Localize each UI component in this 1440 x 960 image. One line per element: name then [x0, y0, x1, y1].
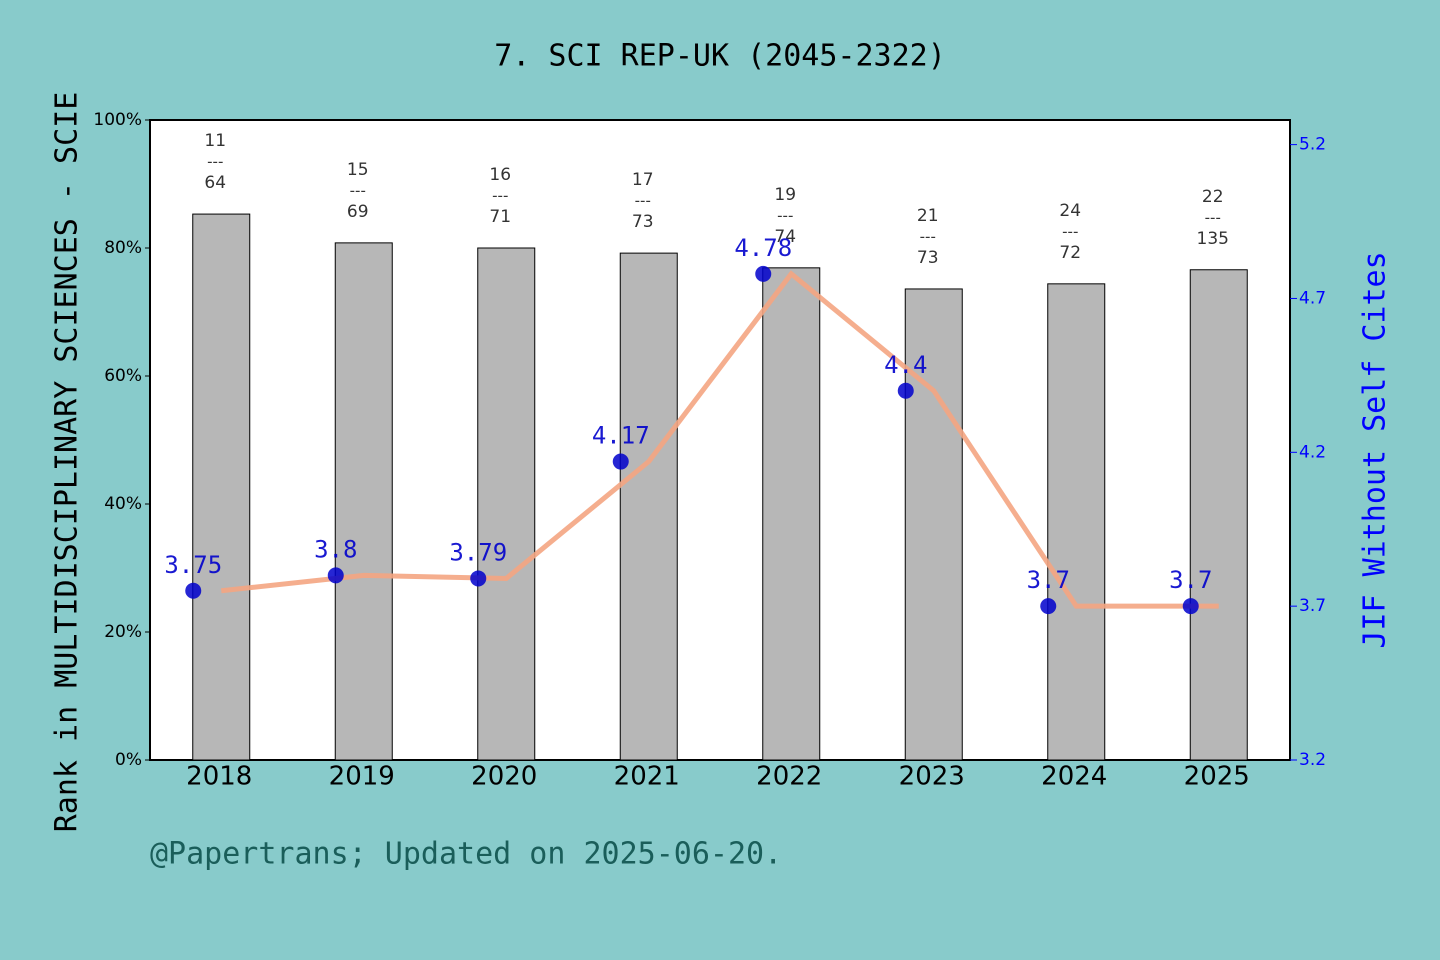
- chart-title: 7. SCI REP-UK (2045-2322): [494, 39, 946, 74]
- marker: [185, 582, 202, 599]
- value-label: 4.4: [884, 351, 927, 379]
- bar: [477, 247, 536, 761]
- footer: @Papertrans; Updated on 2025-06-20.: [150, 837, 782, 872]
- value-label: 4.17: [592, 422, 650, 450]
- rank-total: 64: [204, 173, 226, 193]
- value-label: 3.7: [1027, 566, 1070, 594]
- bar: [1047, 283, 1106, 761]
- rank-total: 73: [632, 212, 654, 232]
- y2-tick-label: 4.2: [1299, 442, 1326, 462]
- y2-tick-label: 3.2: [1299, 750, 1326, 770]
- x-tick-label: 2021: [614, 762, 680, 792]
- x-tick-label: 2024: [1041, 762, 1107, 792]
- line: [220, 270, 1219, 609]
- rank-total: 73: [917, 248, 939, 268]
- marker: [470, 570, 487, 587]
- value-label: 3.79: [449, 538, 507, 566]
- rank-label: 11: [204, 131, 226, 151]
- y2-tick-label: 3.7: [1299, 596, 1326, 616]
- x-tick-label: 2022: [756, 762, 822, 792]
- rank-label: 24: [1059, 201, 1081, 221]
- y-tick-label: 20%: [104, 622, 142, 642]
- y-axis-label: Rank in MULTIDISCIPLINARY SCIENCES - SCI…: [50, 92, 85, 833]
- marker: [327, 567, 344, 584]
- rank-separator: ---: [350, 181, 366, 199]
- marker: [897, 382, 914, 399]
- bar: [904, 288, 963, 761]
- rank-label: 21: [917, 206, 939, 226]
- rank-label: 22: [1202, 187, 1224, 207]
- y-tick-label: 40%: [104, 494, 142, 514]
- value-label: 3.75: [164, 551, 222, 579]
- marker: [1182, 598, 1199, 615]
- rank-separator: ---: [635, 192, 651, 210]
- rank-separator: ---: [920, 227, 936, 245]
- y2-tick-label: 5.2: [1299, 135, 1326, 155]
- rank-separator: ---: [492, 187, 508, 205]
- value-label: 3.7: [1169, 566, 1212, 594]
- rank-separator: ---: [1205, 208, 1221, 226]
- rank-total: 135: [1197, 229, 1229, 249]
- bar: [762, 267, 821, 761]
- plot-area: [149, 119, 1291, 761]
- rank-total: 69: [347, 202, 369, 222]
- y-tick-label: 80%: [104, 238, 142, 258]
- marker: [1040, 598, 1057, 615]
- y-tick-label: 100%: [93, 110, 142, 130]
- bar: [334, 242, 393, 761]
- rank-total: 71: [489, 207, 511, 227]
- rank-label: 16: [489, 165, 511, 185]
- y-tick-label: 60%: [104, 366, 142, 386]
- bar: [1189, 269, 1248, 761]
- rank-separator: ---: [777, 206, 793, 224]
- value-label: 3.8: [314, 535, 357, 563]
- bar: [619, 252, 678, 761]
- x-tick-label: 2019: [329, 762, 395, 792]
- marker: [612, 453, 629, 470]
- rank-total: 74: [774, 227, 796, 247]
- marker: [755, 265, 772, 282]
- y-tick-label: 0%: [115, 750, 142, 770]
- bar: [192, 213, 251, 761]
- x-tick-label: 2020: [471, 762, 537, 792]
- x-tick-label: 2018: [186, 762, 252, 792]
- y2-axis-label: JIF Without Self Cites: [1358, 251, 1393, 648]
- rank-label: 17: [632, 170, 654, 190]
- y2-tick-label: 4.7: [1299, 288, 1326, 308]
- rank-total: 72: [1059, 243, 1081, 263]
- x-tick-label: 2023: [899, 762, 965, 792]
- value-label: 4.78: [734, 234, 792, 262]
- rank-label: 15: [347, 160, 369, 180]
- rank-label: 19: [774, 185, 796, 205]
- rank-separator: ---: [207, 153, 223, 171]
- rank-separator: ---: [1062, 222, 1078, 240]
- x-tick-label: 2025: [1184, 762, 1250, 792]
